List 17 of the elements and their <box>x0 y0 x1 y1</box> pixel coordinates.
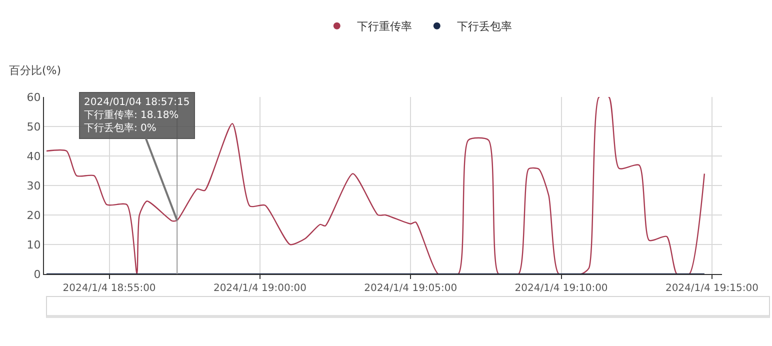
x-tick-label: 2024/1/4 19:05:00 <box>364 283 458 294</box>
legend-label: 下行重传率 <box>356 20 412 34</box>
y-tick-label: 60 <box>26 90 41 104</box>
y-tick-label: 50 <box>26 120 41 134</box>
x-tick-label: 2024/1/4 19:00:00 <box>213 283 306 294</box>
y-tick-label: 20 <box>26 208 41 222</box>
y-tick-label: 10 <box>26 238 41 252</box>
y-tick-label: 40 <box>26 150 41 163</box>
line-series <box>46 97 706 274</box>
y-tick-label: 0 <box>34 268 41 281</box>
y-tick-label: 30 <box>26 179 41 192</box>
x-tick-label: 2024/1/4 18:55:00 <box>62 283 156 294</box>
legend-label: 下行丢包率 <box>456 20 512 34</box>
annotation: 2024/01/04 18:57:15 下行重传率: 18.18% 下行丢包率: 0% <box>84 97 190 134</box>
x-tick-label: 2024/1/4 19:10:00 <box>514 283 608 294</box>
y-axis-title: 百分比(%) <box>9 64 62 77</box>
x-tick-label: 2024/1/4 19:15:00 <box>665 283 758 294</box>
